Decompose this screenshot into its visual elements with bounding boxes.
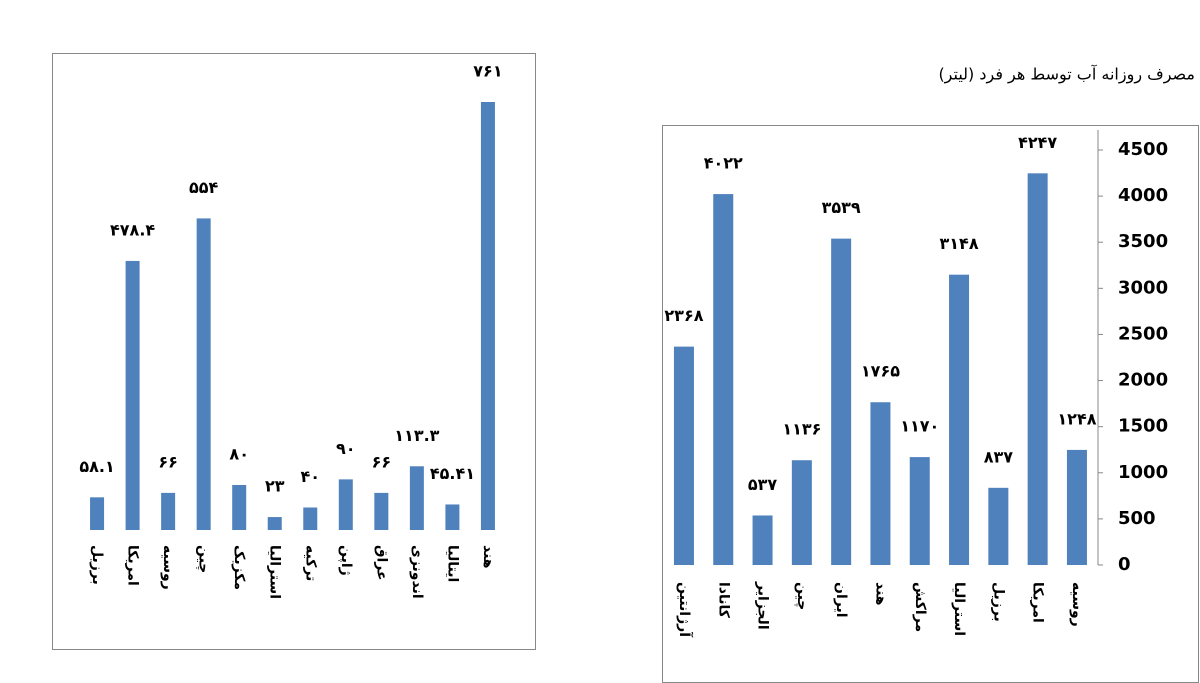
data-label: ۴۲۴۷	[1018, 133, 1057, 152]
y-tick-label: 1500	[1118, 416, 1168, 437]
x-tick-label: امریکا	[1030, 582, 1046, 623]
bar	[1027, 173, 1048, 566]
bar	[445, 504, 460, 530]
data-label: ۴۰۲۲	[704, 154, 743, 173]
x-tick-label: روسیه	[160, 545, 176, 590]
x-tick-label: ترکیه	[302, 545, 318, 581]
data-label: ۱۷۶۵	[861, 362, 900, 381]
bar	[1066, 449, 1087, 565]
x-tick-label: ایران	[833, 582, 849, 618]
x-tick-label: روسیه	[1069, 582, 1085, 627]
bar	[988, 487, 1009, 565]
data-label: ۷۶۱	[473, 62, 502, 81]
x-tick-label: استرالیا	[267, 545, 283, 599]
data-label: ۸۳۷	[984, 447, 1014, 466]
data-label: ۵۳۷	[748, 475, 778, 494]
x-tick-label: کانادا	[715, 582, 731, 619]
bar	[374, 492, 389, 530]
data-label: ۱۲۴۸	[1057, 409, 1096, 428]
data-label: ۶۶	[158, 452, 178, 471]
x-tick-label: مکزیک	[231, 545, 247, 590]
bar	[303, 507, 318, 530]
x-tick-label: ژاپن	[338, 545, 354, 576]
x-tick-label: عراق	[373, 545, 389, 581]
x-tick-label: مراکش	[912, 582, 928, 632]
bar	[232, 485, 247, 530]
data-label: ۱۱۳.۳	[394, 426, 439, 445]
data-label: ۳۵۳۹	[822, 198, 861, 217]
data-label: ۵۸.۱	[79, 457, 114, 476]
bar	[713, 194, 734, 566]
y-tick-label: 3500	[1118, 231, 1168, 252]
data-label: ۹۰	[336, 439, 356, 458]
y-tick-label: 2500	[1118, 323, 1168, 344]
data-label: ۵۵۴	[189, 178, 219, 197]
x-tick-label: اندونزی	[409, 545, 425, 599]
right-chart-frame	[662, 125, 1199, 683]
bar	[870, 402, 891, 565]
x-tick-label: آرژانتین	[676, 582, 694, 638]
bar	[161, 492, 176, 530]
bar	[338, 479, 353, 530]
y-tick-label: 4500	[1118, 139, 1168, 160]
data-label: ۴۷۸.۴	[110, 220, 155, 239]
bar	[409, 466, 424, 530]
bar	[831, 238, 852, 565]
data-label: ۱۱۷۰	[900, 417, 939, 436]
y-tick-label: 1000	[1118, 462, 1168, 483]
bar	[949, 274, 970, 565]
data-label: ۳۱۴۸	[940, 234, 979, 253]
x-tick-label: ایتالیا	[444, 545, 460, 582]
bar	[90, 497, 105, 530]
data-label: ۴۵.۴۱	[430, 464, 475, 483]
data-label: ۸۰	[229, 445, 249, 464]
bar	[267, 517, 282, 530]
bar	[196, 218, 211, 530]
data-label: ۱۱۳۶	[782, 420, 821, 439]
x-tick-label: برزیل	[89, 545, 105, 585]
x-tick-label: امریکا	[125, 545, 141, 586]
bar	[909, 457, 930, 565]
y-tick-label: 3000	[1118, 277, 1168, 298]
y-tick-label: 0	[1118, 554, 1131, 575]
x-tick-label: چین	[196, 545, 212, 573]
data-label: ۴۰	[301, 467, 321, 486]
y-tick-label: 500	[1118, 508, 1156, 529]
bar	[791, 460, 812, 565]
data-label: ۲۳۶۸	[664, 306, 703, 325]
bar	[480, 102, 495, 530]
bar	[673, 346, 694, 565]
y-tick-label: 2000	[1118, 370, 1168, 391]
chart-title: مصرف روزانه آب توسط هر فرد (لیتر)	[938, 65, 1195, 85]
y-tick-label: 4000	[1118, 185, 1168, 206]
x-tick-label: چین	[794, 582, 810, 610]
data-label: ۶۶	[372, 452, 392, 471]
data-label: ۲۳	[265, 477, 285, 496]
left-chart-frame	[52, 53, 536, 650]
bar	[125, 260, 140, 530]
x-tick-label: هند	[872, 582, 888, 606]
x-tick-label: الجزایر	[755, 581, 771, 630]
bar	[752, 515, 773, 565]
x-tick-label: برزیل	[990, 582, 1006, 622]
x-tick-label: استرالیا	[951, 582, 967, 636]
x-tick-label: هند	[480, 545, 496, 569]
